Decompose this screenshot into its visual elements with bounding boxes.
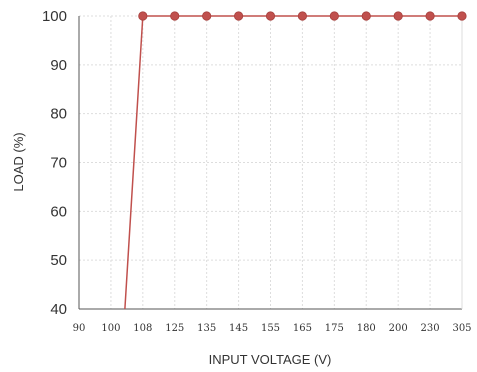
x-tick-label: 125 — [165, 323, 184, 334]
x-tick-label: 200 — [389, 323, 408, 334]
x-tick-label: 175 — [325, 323, 344, 334]
data-point — [233, 11, 244, 21]
y-tick-labels: 40 50 60 70 80 90 100 — [42, 8, 67, 318]
grid — [79, 15, 463, 309]
axes — [78, 16, 463, 310]
data-point — [457, 11, 467, 21]
data-point — [425, 11, 435, 21]
x-tick-label: 305 — [452, 323, 471, 334]
data-point — [202, 11, 212, 21]
x-tick-label: 180 — [357, 323, 376, 334]
y-tick-label: 70 — [50, 155, 67, 172]
x-tick-label: 108 — [133, 323, 152, 334]
x-tick-label: 135 — [197, 323, 216, 334]
x-tick-label: 230 — [421, 323, 440, 334]
data-point — [329, 11, 339, 21]
x-tick-label: 165 — [293, 323, 312, 334]
data-point — [393, 11, 403, 21]
y-tick-label: 50 — [50, 252, 67, 269]
x-tick-label: 155 — [261, 323, 280, 334]
x-tick-label: 145 — [229, 323, 248, 334]
y-tick-label: 100 — [42, 8, 67, 25]
series-load — [124, 11, 467, 310]
data-point — [297, 11, 308, 21]
y-tick-label: 40 — [50, 301, 67, 318]
series-line — [124, 15, 462, 310]
x-tick-label: 90 — [73, 323, 86, 334]
y-tick-label: 80 — [50, 106, 67, 123]
x-axis-label: INPUT VOLTAGE (V) — [209, 352, 332, 367]
x-tick-label: 100 — [101, 323, 120, 334]
y-tick-label: 90 — [50, 57, 67, 74]
x-tick-labels: 90 100 108 125 135 145 155 165 175 180 200 230 305 — [73, 323, 472, 334]
data-point — [265, 11, 276, 21]
y-tick-label: 60 — [50, 203, 67, 220]
data-point — [138, 11, 148, 21]
data-point — [170, 11, 180, 21]
y-axis-label: LOAD (%) — [11, 132, 26, 191]
data-point — [361, 11, 371, 21]
